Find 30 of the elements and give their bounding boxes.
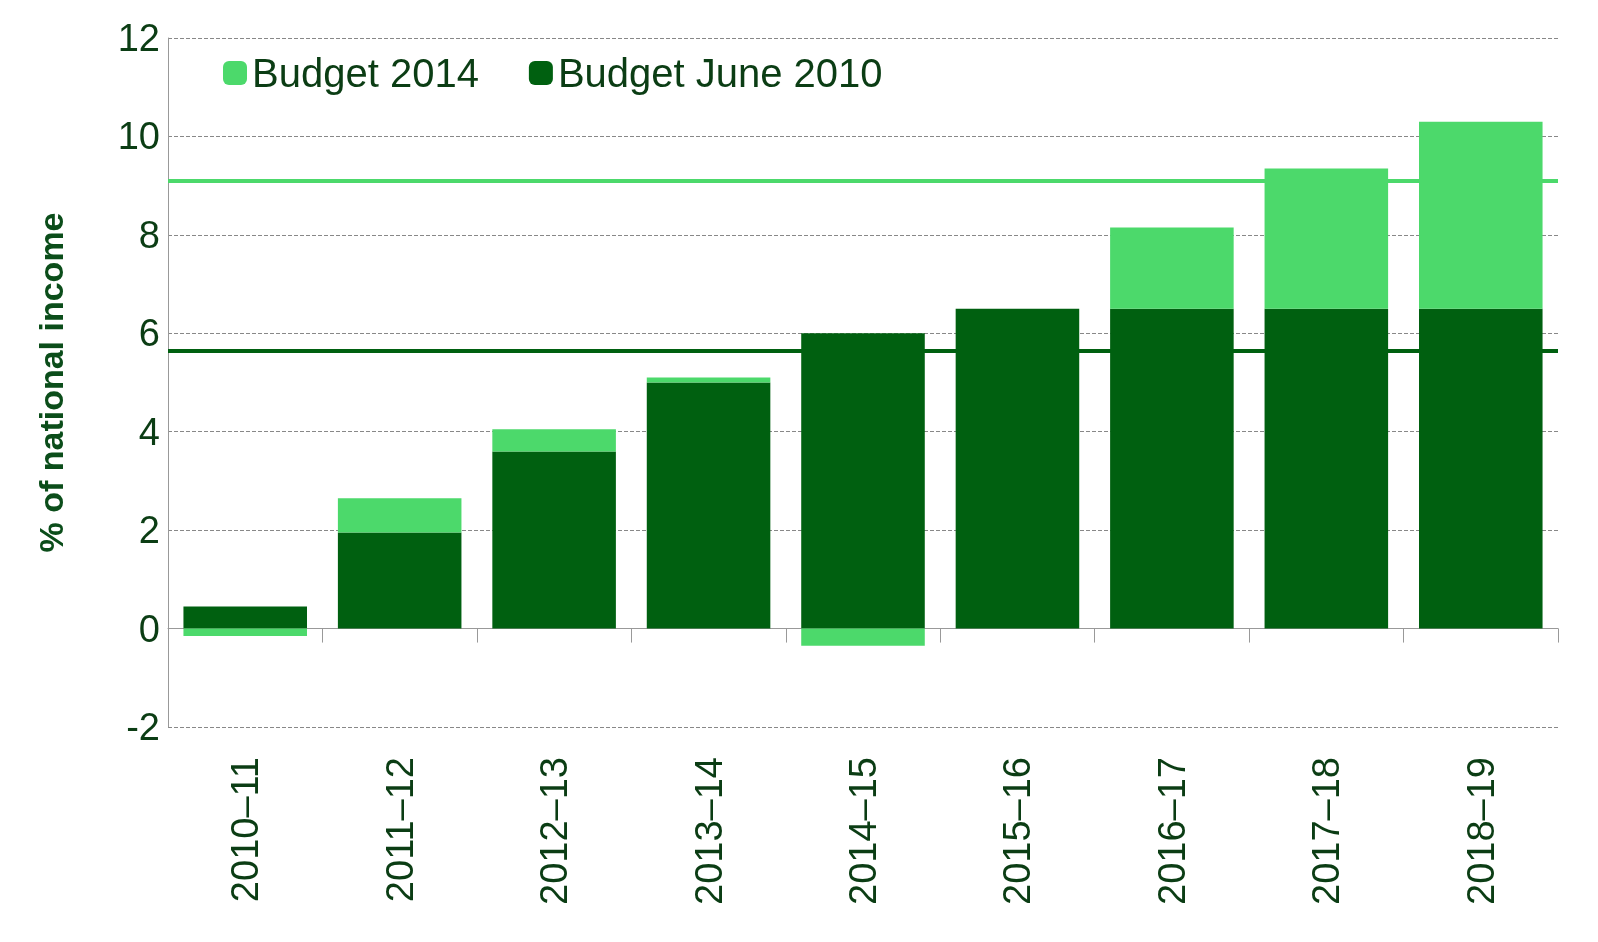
legend-label: Budget 2014 — [252, 51, 479, 95]
bar — [1110, 227, 1234, 309]
bar — [646, 377, 771, 383]
y-axis-title: % of national income — [32, 212, 70, 553]
x-tick-label: 2014–15 — [842, 757, 884, 905]
bar — [183, 606, 307, 629]
bar — [492, 451, 616, 629]
y-tick-label: 12 — [117, 17, 160, 59]
x-tick-label: 2015–16 — [996, 757, 1039, 905]
y-tick-label: 8 — [138, 213, 160, 256]
bar — [337, 498, 462, 533]
y-tick-label: 0 — [138, 607, 160, 650]
bar — [801, 628, 925, 646]
bar — [337, 532, 462, 629]
x-tick-label: 2017–18 — [1305, 757, 1348, 905]
y-tick-label: 4 — [138, 410, 160, 453]
bar — [646, 382, 771, 629]
y-tick-label: -2 — [126, 706, 160, 748]
x-tick-label: 2016–17 — [1150, 757, 1193, 905]
bar — [492, 429, 616, 452]
y-tick-label: 10 — [117, 115, 160, 158]
x-tick-label: 2011–12 — [378, 757, 421, 903]
x-tick-label: 2013–14 — [687, 757, 730, 905]
y-tick-label: 2 — [138, 509, 160, 552]
legend-label: Budget June 2010 — [557, 51, 883, 95]
x-tick-label: 2018–19 — [1459, 757, 1502, 905]
x-tick-label: 2010–11 — [224, 757, 267, 903]
y-tick-label: 6 — [138, 312, 160, 355]
x-tick-label: 2012–13 — [533, 757, 576, 905]
bar — [183, 628, 307, 636]
